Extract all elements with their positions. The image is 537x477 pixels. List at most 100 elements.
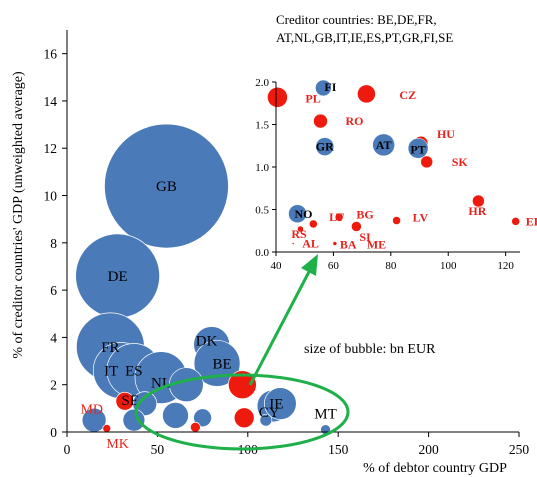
inset-bubble-sk [420,155,433,169]
main-bubbles [75,123,331,435]
bubble-label-fr: FR [101,340,119,356]
y-tick-label-12: 12 [44,141,58,156]
x-tick-label-0: 0 [64,442,71,457]
inset-bubble-ba [332,241,338,246]
inset-bubble-al [291,242,295,245]
inset-label-at: AT [376,138,392,152]
inset-bubble-ro [313,113,328,129]
bubble-label-mk: MK [106,437,129,452]
zoom-arrow-head [301,254,318,276]
x-axis-title: % of debtor country GDP [363,461,507,476]
bubble-label-md: MD [80,402,103,417]
y-tick-label-8: 8 [50,236,57,251]
inset-bubble-at [372,133,395,157]
inset-label-ro: RO [345,114,363,128]
bubble-label-cy: CY [259,405,280,421]
y-tick-label-10: 10 [44,189,58,204]
inset-label-gr: GR [316,140,334,154]
bubble-label-it: IT [104,364,118,380]
x-tick-label-150: 150 [328,442,349,457]
bubble-unlabeled-20 [115,391,135,411]
bubble-unlabeled-21 [190,421,201,433]
inset-label-pt: PT [410,142,425,156]
inset-y-tick-label-1-5: 1.5 [255,120,269,132]
inset-axes: 40 60 80 100 120 0.0 0.5 1.0 1.5 2.0 [255,77,520,272]
zoom-arrow-line [248,265,314,386]
inset-bubble-fi [315,79,332,97]
inset-label-rs: RS [291,227,307,241]
bubble-size-annotation: size of bubble: bn EUR [304,342,436,357]
bubble-unlabeled-19 [233,407,255,429]
inset-label-no: NO [295,207,313,221]
inset-bubble-ee [511,217,520,226]
bubble-label-be: BE [212,356,231,372]
inset-y-tick-label-0-5: 0.5 [255,205,269,217]
inset-x-tick-label-80: 80 [385,260,397,272]
inset-y-tick-label-0-0: 0.0 [255,247,269,259]
inset-label-ba: BA [340,238,357,252]
bubble-unlabeled-10 [162,402,189,429]
inset-bubble-cz [357,84,376,104]
bubble-unlabeled-11 [122,408,146,432]
creditors-annotation-line1: Creditor countries: BE,DE,FR, [276,12,437,27]
bubble-label-es: ES [125,364,143,380]
inset-label-ee: EE [526,214,537,228]
inset-bubble-hr [472,194,485,208]
bubble-label-ie: IE [269,397,283,413]
inset-bubble-no [288,204,307,223]
inset-bubble-bg [351,221,362,232]
inset-y-tick-label-2-0: 2.0 [255,77,269,89]
inset-bubble-rs [297,225,304,233]
y-tick-label-2: 2 [50,378,57,393]
x-tick-label-50: 50 [151,442,165,457]
inset-x-tick-label-40: 40 [271,260,283,272]
x-tick-label-200: 200 [418,442,439,457]
x-tick-label-250: 250 [509,442,530,457]
inset-label-hu: HU [437,127,455,141]
bubble-label-de: DE [108,269,128,285]
inset-bubble-lt [334,212,344,222]
main-axes: 0 50 100 150 200 250 0 2 4 6 8 10 12 14 16 [44,30,530,457]
inset-bubble-pt [407,138,429,159]
inset-label-fi: FI [324,80,336,94]
bubble-unlabeled-18 [228,370,257,400]
bubble-unlabeled-12 [193,408,212,428]
y-axis-title: % of creditor countries' GDP (unweighted… [11,71,26,359]
inset-y-tick-label-1-0: 1.0 [255,162,269,174]
bubble-unlabeled-16 [259,413,273,427]
inset-bubble-labels: FI CZ PL RO HU GR AT PT SK HR NO LT LV EE BG SI RS BA ME AL [291,80,537,252]
inset-x-tick-label-60: 60 [328,260,340,272]
inset-label-pl: PL [305,91,320,105]
bubble-label-se: SE [121,393,139,409]
bubble-label-mt: MT [314,407,337,423]
inset-label-lt: LT [329,210,344,224]
inset-label-me: ME [367,238,386,252]
inset-bubble-gr [315,137,335,156]
y-tick-label-16: 16 [44,47,58,62]
y-tick-label-4: 4 [50,330,57,345]
bubble-label-dk: DK [196,334,218,350]
inset-label-bg: BG [356,208,373,222]
y-tick-label-0: 0 [50,425,57,440]
inset-chart: FI CZ PL RO HU GR AT PT SK HR NO LT LV EE BG SI RS BA ME AL… [255,77,537,272]
bubble-gb [104,123,229,249]
inset-label-si: SI [359,230,371,244]
inset-label-cz: CZ [399,88,416,102]
inset-bubble-pl [267,87,288,108]
creditors-annotation-line2: AT,NL,GB,IT,IE,ES,PT,GR,FI,SE [276,30,453,45]
inset-label-lv: LV [413,211,429,225]
bubble-md [102,424,112,433]
bubble-ie [263,387,297,420]
inset-bubble-si [309,219,318,229]
y-tick-label-6: 6 [50,283,57,298]
inset-label-al: AL [302,237,319,251]
inset-x-tick-label-100: 100 [440,260,457,272]
highlight-ellipse [134,373,350,451]
bubble-label-gb: GB [156,179,177,195]
inset-bubbles [267,79,520,246]
inset-x-tick-label-120: 120 [497,260,514,272]
inset-bubble-lv [392,216,401,225]
inset-label-sk: SK [452,155,469,169]
